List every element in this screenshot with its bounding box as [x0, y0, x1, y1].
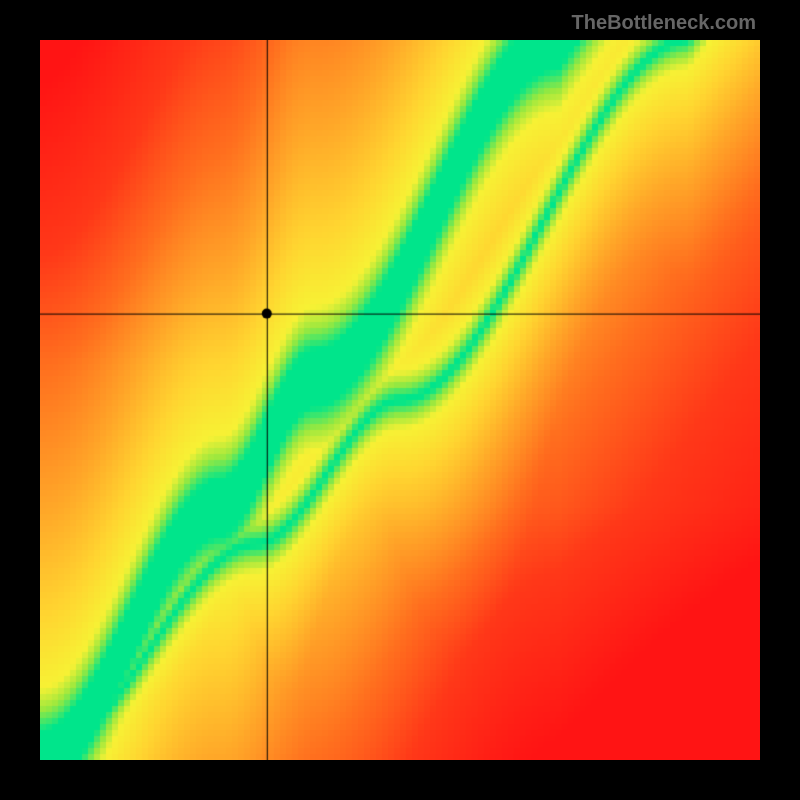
- root-container: TheBottleneck.com: [0, 0, 800, 800]
- watermark-text: TheBottleneck.com: [572, 12, 756, 35]
- bottleneck-heatmap: [40, 40, 760, 760]
